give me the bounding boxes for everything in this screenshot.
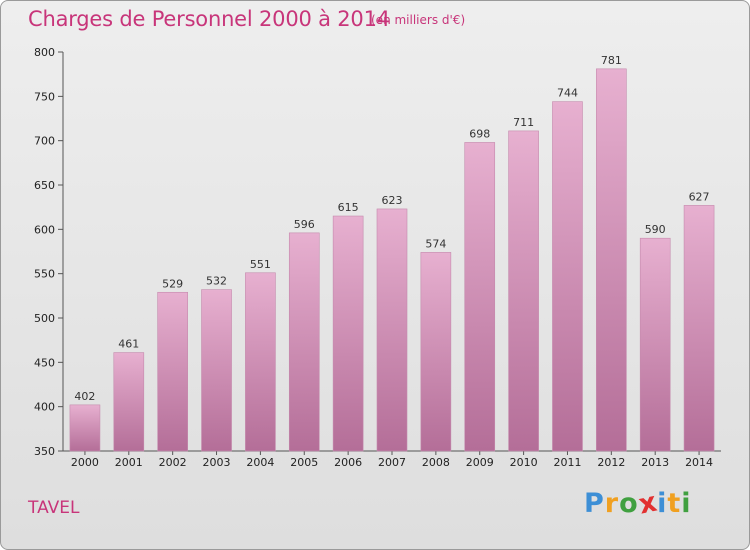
y-tick-label: 800 (34, 46, 55, 59)
y-tick-label: 700 (34, 135, 55, 148)
logo-letter: i (657, 488, 668, 519)
x-tick-label: 2003 (203, 456, 231, 469)
bar-2004 (245, 272, 276, 452)
logo-letter: r (604, 488, 620, 519)
bar-2002 (157, 291, 188, 452)
x-tick-label: 2013 (641, 456, 669, 469)
bar-value-label: 627 (689, 190, 710, 203)
y-tick-label: 600 (34, 223, 55, 236)
bar-value-label: 744 (557, 87, 578, 100)
bar-value-label: 532 (206, 275, 227, 288)
x-tick-label: 2005 (290, 456, 318, 469)
bar-value-label: 711 (513, 116, 534, 129)
x-tick-label: 2010 (510, 456, 538, 469)
bar-2009 (464, 142, 496, 452)
bar-2010 (508, 130, 539, 452)
x-tick-label: 2002 (159, 456, 187, 469)
y-tick-label: 500 (34, 312, 55, 325)
bar-value-label: 574 (425, 237, 446, 250)
bar-2000 (69, 404, 101, 452)
bar-2012 (596, 68, 627, 452)
logo-letter: i (681, 488, 692, 519)
commune-name: TAVEL (28, 498, 80, 518)
y-tick-label: 450 (34, 356, 55, 369)
bar-2013 (639, 237, 671, 452)
y-tick-label: 400 (34, 401, 55, 414)
bar-2006 (332, 215, 364, 452)
y-tick-label: 750 (34, 90, 55, 103)
chart-bars: 402 461 529 532 551 596 615 623 574 698 711 744 781 5… (69, 54, 715, 452)
bar-2005 (288, 232, 320, 452)
bar-2008 (420, 252, 452, 452)
logo-letter: o (619, 488, 639, 519)
y-tick-label: 350 (34, 445, 55, 458)
x-tick-label: 2008 (422, 456, 450, 469)
bar-value-label: 698 (469, 127, 490, 140)
bar-2014 (683, 205, 715, 452)
y-tick-label: 550 (34, 268, 55, 281)
bar-value-label: 551 (250, 258, 271, 271)
x-tick-label: 2014 (685, 456, 713, 469)
bar-2001 (113, 352, 145, 452)
bar-value-label: 590 (645, 223, 666, 236)
chart-subtitle: (en milliers d'€) (371, 13, 466, 27)
x-tick-label: 2011 (553, 456, 581, 469)
y-tick-label: 650 (34, 179, 55, 192)
bar-value-label: 596 (294, 218, 315, 231)
bar-2003 (201, 289, 232, 452)
bar-value-label: 402 (74, 390, 95, 403)
bar-value-label: 781 (601, 54, 622, 67)
proxiti-logo[interactable]: Proxiti (584, 486, 692, 520)
x-tick-label: 2009 (466, 456, 494, 469)
bar-value-label: 615 (338, 201, 359, 214)
logo-letter: P (584, 488, 605, 519)
x-tick-label: 2012 (597, 456, 625, 469)
x-tick-label: 2001 (115, 456, 143, 469)
x-tick-label: 2007 (378, 456, 406, 469)
logo-letter: t (667, 488, 682, 519)
x-tick-label: 2006 (334, 456, 362, 469)
x-tick-label: 2004 (246, 456, 274, 469)
bar-2011 (552, 101, 583, 452)
bar-2007 (376, 208, 408, 452)
bar-value-label: 461 (118, 338, 139, 351)
chart-title: Charges de Personnel 2000 à 2014 (28, 7, 390, 31)
bar-value-label: 529 (162, 277, 183, 290)
x-tick-label: 2000 (71, 456, 99, 469)
chart-axes: 350 400 450 500 550 600 650 700 750 800 2000 2001 20… (34, 46, 721, 469)
bar-value-label: 623 (382, 194, 403, 207)
